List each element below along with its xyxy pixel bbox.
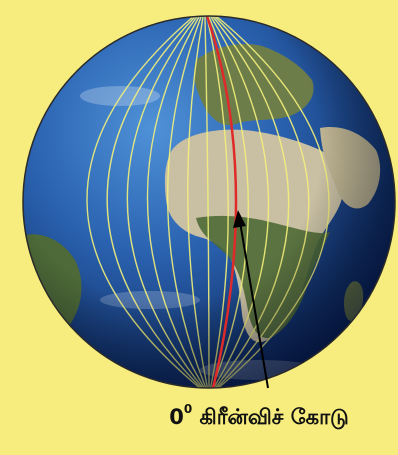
greenwich-text: கிரீன்விச் கோடு (199, 405, 349, 429)
degree-symbol: 0 (183, 402, 193, 416)
degree-value: 0 (169, 405, 184, 429)
annotation-arrowhead (233, 210, 246, 228)
annotation-arrow (239, 221, 269, 389)
prime-meridian-line (205, 15, 238, 389)
greenwich-label: 00 கிரீன்விச் கோடு (0, 402, 398, 432)
globe-outline (22, 15, 396, 389)
